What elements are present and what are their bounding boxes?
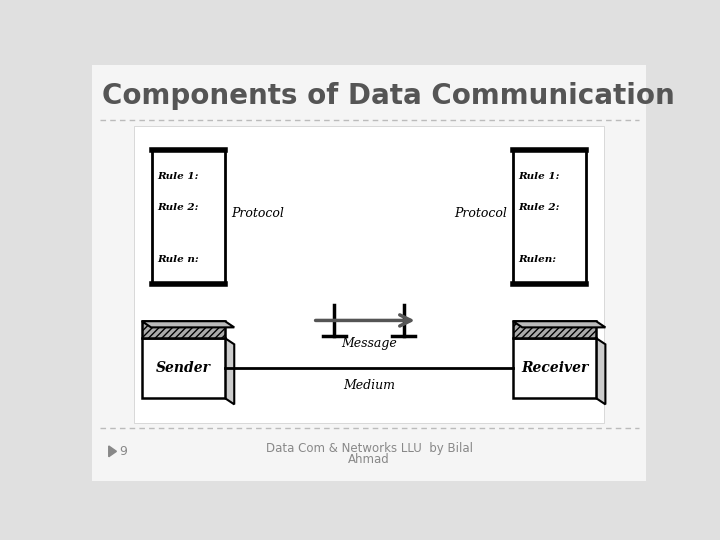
Bar [134,126,604,423]
Polygon shape [596,338,606,404]
Bar [142,321,225,338]
Polygon shape [142,321,234,327]
Text: Rule 2:: Rule 2: [157,202,199,212]
Text: Message: Message [341,337,397,350]
Text: Rulen:: Rulen: [518,255,557,264]
Text: Rule 2:: Rule 2: [518,202,560,212]
Text: Medium: Medium [343,379,395,392]
Text: Sender: Sender [156,361,211,375]
Text: Rule 1:: Rule 1: [157,172,199,181]
Text: Protocol: Protocol [231,206,284,220]
Bar [142,338,225,398]
Text: Protocol: Protocol [454,206,507,220]
Bar [513,150,586,284]
Bar [513,338,596,398]
Bar [152,150,225,284]
Text: Components of Data Communication: Components of Data Communication [102,82,675,110]
Polygon shape [109,446,117,457]
Text: Rule n:: Rule n: [157,255,199,264]
Polygon shape [225,338,234,404]
Text: Receiver: Receiver [521,361,588,375]
Text: Ahmad: Ahmad [348,453,390,465]
Bar [513,321,596,338]
Text: Rule 1:: Rule 1: [518,172,560,181]
Text: Data Com & Networks LLU  by Bilal: Data Com & Networks LLU by Bilal [266,442,472,455]
Text: 9: 9 [120,445,127,458]
Polygon shape [513,321,606,327]
